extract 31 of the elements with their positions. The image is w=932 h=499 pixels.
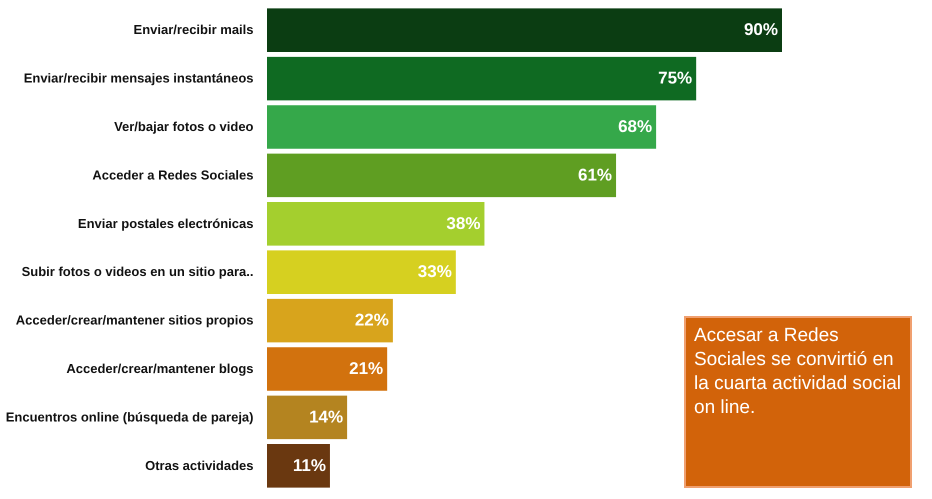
y-tick-label: Otras actividades — [145, 458, 254, 473]
y-tick-label: Acceder/crear/mantener sitios propios — [16, 312, 254, 328]
data-label: 33% — [418, 262, 452, 282]
bar — [267, 347, 388, 391]
y-tick-label: Enviar/recibir mensajes instantáneos — [24, 70, 254, 86]
y-tick-label: Acceder/crear/mantener blogs — [66, 361, 254, 376]
data-label: 21% — [349, 359, 384, 378]
bar — [267, 396, 348, 440]
data-label: 38% — [446, 214, 480, 233]
data-label: 61% — [578, 165, 612, 184]
bar — [267, 444, 330, 488]
data-label: 11% — [292, 456, 326, 475]
y-tick-label: Enviar/recibir mails — [134, 22, 254, 38]
bar — [267, 8, 782, 52]
bar — [267, 154, 616, 198]
y-tick-label: Acceder a Redes Sociales — [92, 167, 254, 182]
bar — [267, 105, 656, 149]
bar — [267, 56, 696, 100]
bar — [267, 202, 484, 246]
text-box: Accesar a Redes Sociales se convirtió en la cuarta actividad social on line. — [684, 316, 912, 488]
y-tick-label: Encuentros online (búsqueda de pareja) — [6, 409, 254, 424]
data-label: 75% — [658, 68, 692, 88]
data-label: 22% — [354, 310, 389, 330]
bar — [267, 250, 456, 294]
bar — [267, 298, 393, 342]
y-tick-label: Subir fotos o videos en un sitio para.. — [22, 264, 254, 280]
data-label: 14% — [309, 407, 344, 426]
data-label: 90% — [744, 20, 778, 40]
y-tick-label: Ver/bajar fotos o video — [114, 119, 254, 134]
data-label: 68% — [618, 117, 652, 136]
y-tick-label: Enviar postales electrónicas — [78, 216, 254, 231]
